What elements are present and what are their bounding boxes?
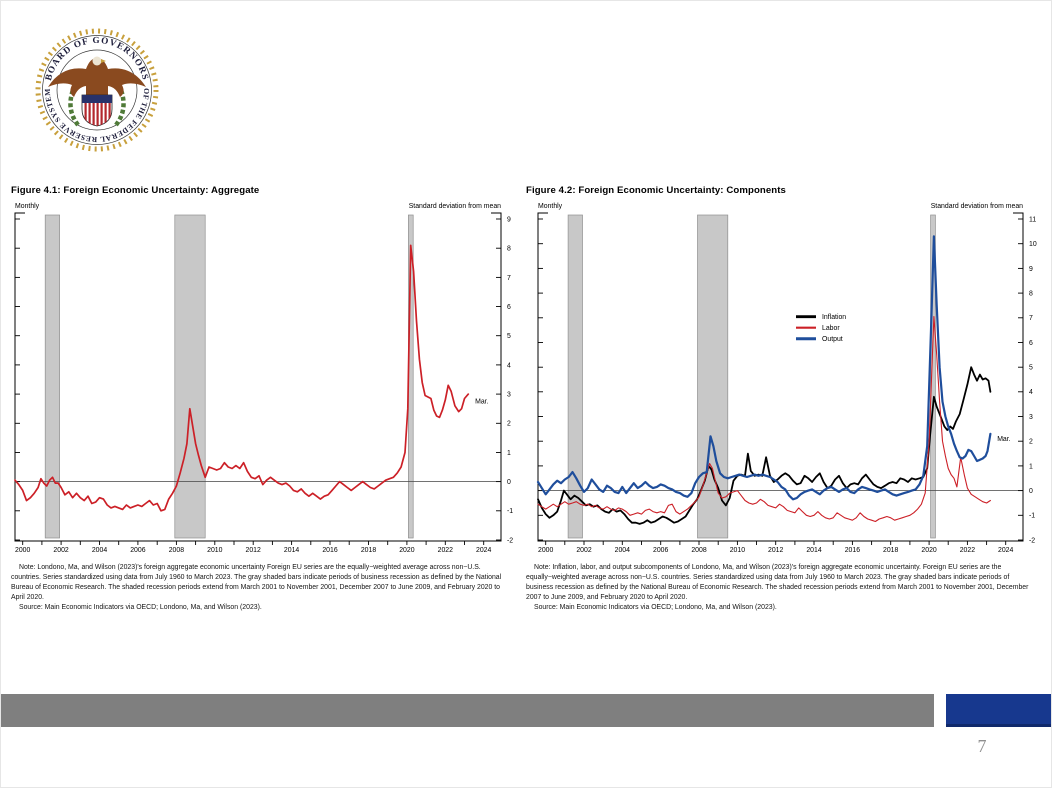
x-tick-label: 2024 — [476, 547, 491, 554]
eagle-icon — [48, 58, 146, 101]
legend-label: Inflation — [822, 314, 846, 321]
page-number: 7 — [977, 736, 987, 756]
y-tick-label: 3 — [507, 392, 511, 399]
x-tick-label: 2004 — [92, 547, 107, 554]
y-tick-label: 2 — [507, 421, 511, 428]
y-tick-label: 0 — [507, 479, 511, 486]
x-tick-label: 2000 — [538, 547, 553, 554]
y-tick-label: -2 — [507, 537, 513, 544]
axes — [537, 212, 1024, 542]
x-tick-label: 2022 — [438, 547, 453, 554]
eagle-beak — [101, 59, 106, 63]
legend-label: Output — [822, 336, 843, 343]
y-tick-label: 8 — [1029, 291, 1033, 298]
y-tick-label: -2 — [1029, 537, 1035, 544]
recession-bands — [44, 214, 414, 539]
x-tick-label: 2010 — [207, 547, 222, 554]
figure-source: Source: Main Economic Indicators via OEC… — [19, 603, 262, 611]
y-tick-label: 7 — [1029, 315, 1033, 322]
axes — [14, 212, 502, 542]
figure-note: Note: Inflation, labor, and output subco… — [526, 564, 1029, 601]
y-tick-label: 1 — [1029, 463, 1033, 470]
unit-label: Standard deviation from mean — [409, 203, 501, 210]
footer-gray-bar — [1, 694, 934, 727]
x-tick-label: 2024 — [998, 547, 1013, 554]
shield-chief — [82, 95, 112, 103]
x-tick-label: 2020 — [399, 547, 414, 554]
y-tick-label: 9 — [507, 216, 511, 223]
y-tick-label: 4 — [507, 362, 511, 369]
y-tick-label: 5 — [1029, 365, 1033, 372]
y-tick-label: 4 — [1029, 389, 1033, 396]
x-tick-label: 2002 — [576, 547, 591, 554]
x-tick-label: 2020 — [921, 547, 936, 554]
x-tick-label: 2008 — [691, 547, 706, 554]
frequency-label: Monthly — [538, 203, 563, 210]
y-tick-label: 8 — [507, 246, 511, 253]
recession-band — [174, 214, 206, 539]
ticks — [15, 218, 501, 545]
y-tick-label: 6 — [507, 304, 511, 311]
x-tick-label: 2016 — [322, 547, 337, 554]
axis-labels: 9 8 7 6 5 4 3 2 1 0 -1 -2 2000 2002 2004 2006 2008 2010 20… — [15, 203, 513, 554]
figure-note: Note: Londono, Ma, and Wilson (2023)'s f… — [11, 564, 502, 601]
figure-title: Figure 4.2: Foreign Economic Uncertainty… — [526, 185, 786, 196]
series-foreign-eu — [14, 244, 470, 512]
series-output — [536, 235, 992, 501]
end-label: Mar. — [475, 398, 488, 405]
figure-4-2: Figure 4.2: Foreign Economic Uncertainty… — [526, 186, 1052, 613]
figure-source: Source: Main Economic Indicators via OEC… — [534, 603, 777, 611]
x-tick-label: 2014 — [284, 547, 299, 554]
x-tick-label: 2018 — [361, 547, 376, 554]
y-tick-label: 7 — [507, 275, 511, 282]
recession-bands — [567, 214, 936, 539]
legend: Inflation Labor Output — [796, 314, 846, 343]
footer-blue-accent — [946, 694, 1051, 727]
x-tick-label: 2022 — [960, 547, 975, 554]
frequency-label: Monthly — [15, 203, 40, 210]
seal-graphic: BOARD OF GOVERNORS OF THE FEDERAL RESERV… — [35, 28, 159, 152]
federal-reserve-seal: BOARD OF GOVERNORS OF THE FEDERAL RESERV… — [34, 25, 160, 155]
y-tick-label: 0 — [1029, 488, 1033, 495]
x-tick-label: 2018 — [883, 547, 898, 554]
x-tick-label: 2006 — [653, 547, 668, 554]
y-tick-label: -1 — [507, 508, 513, 515]
ticks — [538, 218, 1023, 545]
unit-label: Standard deviation from mean — [931, 203, 1023, 210]
series-labor — [537, 315, 991, 523]
x-tick-label: 2002 — [53, 547, 68, 554]
x-tick-label: 2016 — [845, 547, 860, 554]
x-tick-label: 2010 — [730, 547, 745, 554]
legend-label: Labor — [822, 325, 840, 332]
y-tick-label: 9 — [1029, 266, 1033, 273]
seal-star-ring — [35, 28, 159, 152]
y-tick-label: 6 — [1029, 340, 1033, 347]
x-tick-label: 2012 — [768, 547, 783, 554]
eagle-head — [92, 56, 102, 66]
x-tick-label: 2006 — [130, 547, 145, 554]
chart-aggregate: 9 8 7 6 5 4 3 2 1 0 -1 -2 2000 2002 2004 2006 2008 2010 20… — [14, 203, 513, 554]
x-tick-label: 2014 — [806, 547, 821, 554]
figure-title: Figure 4.1: Foreign Economic Uncertainty… — [11, 185, 260, 196]
end-label: Mar. — [997, 436, 1010, 443]
y-tick-label: 1 — [507, 450, 511, 457]
y-tick-label: 2 — [1029, 439, 1033, 446]
shield-stripes — [84, 103, 111, 126]
x-tick-label: 2000 — [15, 547, 30, 554]
recession-band — [567, 214, 583, 539]
recession-band — [930, 214, 936, 539]
x-tick-label: 2004 — [615, 547, 630, 554]
y-tick-label: -1 — [1029, 513, 1035, 520]
y-tick-label: 5 — [507, 333, 511, 340]
y-tick-label: 11 — [1029, 216, 1036, 223]
x-tick-label: 2008 — [169, 547, 184, 554]
y-tick-label: 3 — [1029, 414, 1033, 421]
x-tick-label: 2012 — [246, 547, 261, 554]
y-tick-label: 10 — [1029, 241, 1037, 248]
figure-4-1: Figure 4.1: Foreign Economic Uncertainty… — [11, 186, 525, 613]
recession-band — [44, 214, 60, 539]
